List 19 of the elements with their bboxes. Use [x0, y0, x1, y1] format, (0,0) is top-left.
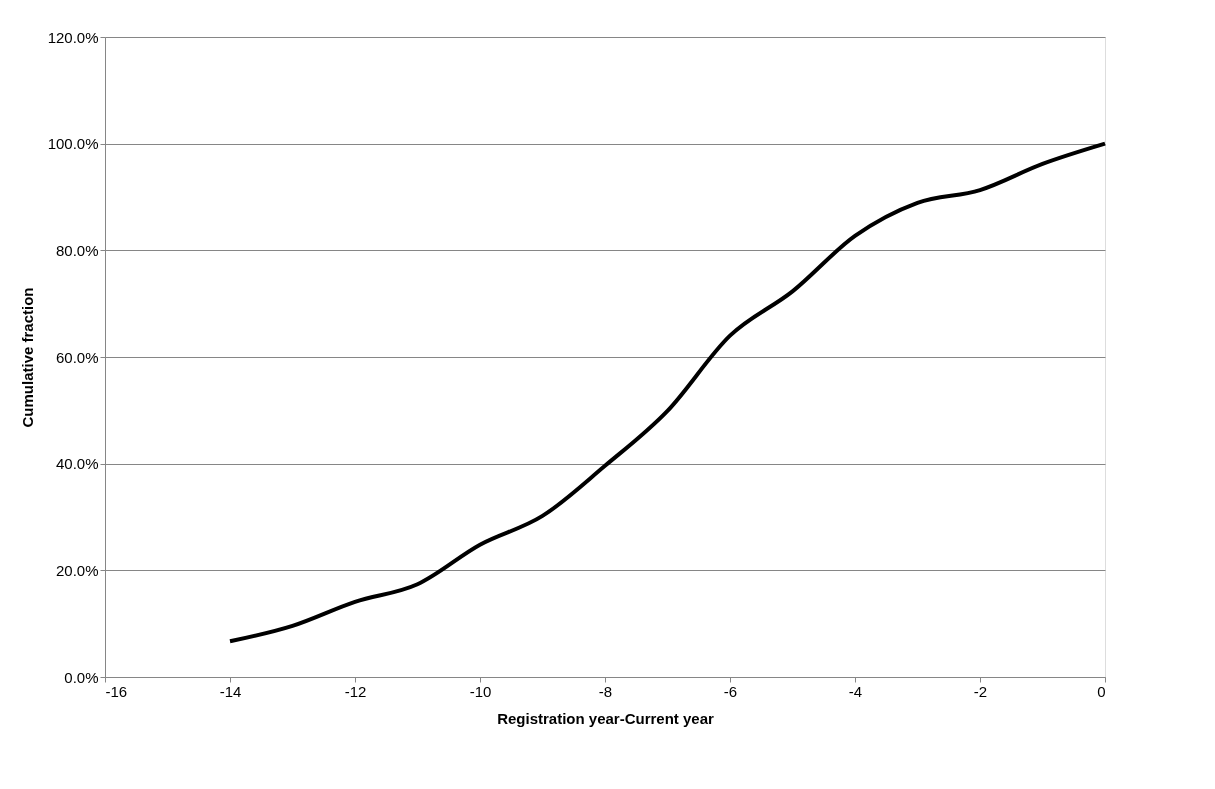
y-tick-label: 100.0%	[47, 135, 99, 153]
x-tick-label: -14	[219, 682, 242, 700]
x-tick-label: -6	[723, 682, 738, 700]
y-tick-label: 40.0%	[55, 455, 99, 473]
x-tick-label: -4	[848, 682, 863, 700]
y-tick-label: 20.0%	[55, 561, 99, 579]
x-tick-label: -12	[344, 682, 367, 700]
x-tick-label: -10	[469, 682, 492, 700]
x-tick-label: 0	[1097, 682, 1106, 700]
y-tick-label: 120.0%	[47, 28, 99, 46]
y-axis-title: Cumulative fraction	[18, 287, 36, 428]
y-tick-label: 0.0%	[64, 668, 99, 686]
y-tick-label: 60.0%	[55, 348, 99, 366]
x-tick-label: -16	[105, 682, 128, 700]
x-tick-label: -2	[973, 682, 988, 700]
x-axis-title: Registration year-Current year	[497, 709, 715, 727]
y-tick-label: 80.0%	[55, 241, 99, 259]
x-tick-label: -8	[598, 682, 613, 700]
line-series	[228, 141, 1107, 644]
